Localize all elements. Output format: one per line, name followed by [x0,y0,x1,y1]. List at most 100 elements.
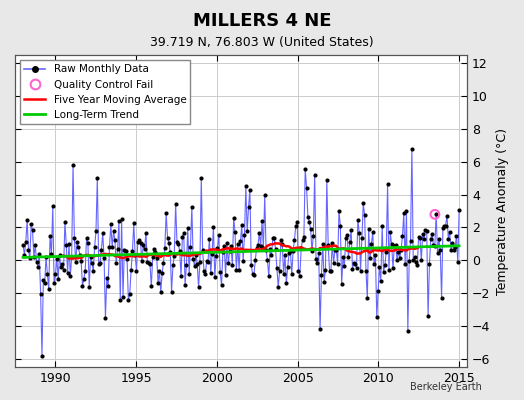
Point [35,250,43,257]
Point [440,223,449,229]
Point [328,240,336,246]
Point [350,260,358,266]
Point [93,175,102,181]
Point [325,268,334,274]
Point [65,240,73,247]
Point [82,235,91,241]
Point [51,271,60,278]
Point [412,258,420,265]
Point [378,223,386,229]
Point [231,229,239,236]
Point [143,258,151,265]
Point [43,271,51,277]
Point [116,297,125,303]
Point [309,232,318,239]
Point [239,258,247,264]
Point [59,267,68,273]
Point [323,177,331,184]
Point [298,237,307,243]
Point [111,237,119,243]
Point [123,256,131,262]
Point [424,313,432,320]
Point [151,249,160,255]
Point [150,246,158,252]
Point [402,208,411,214]
Point [250,272,258,278]
Point [236,238,245,245]
Point [254,242,262,248]
Point [355,230,364,236]
Point [447,247,455,253]
Point [405,258,413,264]
Point [282,280,290,286]
Point [158,270,166,276]
Point [202,258,211,264]
Point [94,260,103,267]
Point [42,254,50,260]
Point [134,239,142,246]
Point [39,277,48,284]
Point [356,268,365,274]
Point [128,248,137,255]
Point [88,260,96,266]
Point [266,246,275,252]
Point [381,262,389,269]
Point [225,248,234,254]
Point [209,223,217,230]
Point [211,274,219,280]
Point [269,235,277,242]
Point [259,244,268,251]
Point [304,214,312,220]
Point [279,271,288,278]
Point [436,247,444,254]
Point [177,273,185,279]
Point [410,254,419,260]
Point [31,242,39,248]
Point [232,267,241,274]
Point [180,230,188,236]
Point [288,271,296,278]
Point [146,261,154,267]
Point [262,247,270,253]
Point [52,255,61,262]
Point [92,228,100,234]
Point [126,291,134,297]
Point [312,256,320,262]
Point [89,268,97,274]
Point [20,252,29,258]
Point [200,268,208,274]
Point [217,282,226,288]
Point [255,230,264,236]
Point [69,162,77,168]
Point [387,241,396,248]
Point [396,255,404,261]
Point [32,258,41,265]
Point [246,186,254,193]
Point [289,248,297,254]
Point [23,217,31,224]
Point [375,264,384,271]
Point [385,267,393,274]
Point [99,230,107,236]
Point [384,181,392,188]
Point [421,226,430,233]
Point [390,243,399,249]
Point [276,268,284,274]
Point [155,268,163,274]
Point [435,236,443,242]
Point [188,204,196,210]
Point [429,242,438,248]
Point [438,295,446,301]
Point [425,261,434,267]
Point [428,230,436,237]
Point [409,256,418,263]
Point [414,234,423,240]
Point [339,254,347,260]
Point [389,265,397,271]
Point [103,275,111,281]
Point [66,273,74,279]
Point [113,246,122,252]
Point [296,273,304,279]
Point [61,218,69,225]
Point [96,260,104,266]
